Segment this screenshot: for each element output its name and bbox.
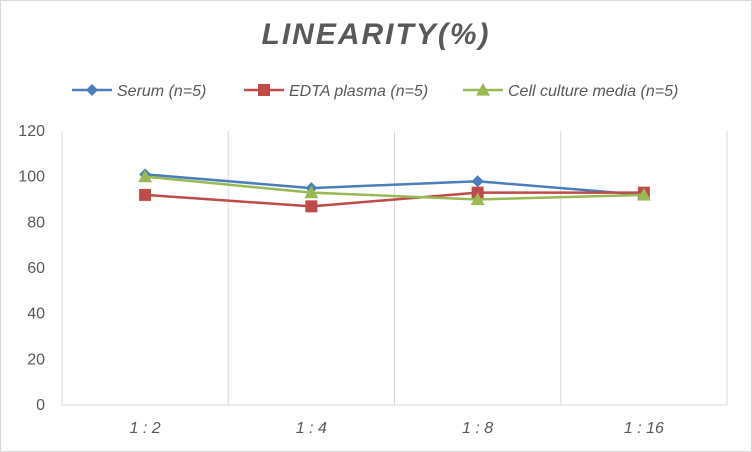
legend-label-2: EDTA plasma (n=5) [289,83,428,100]
x-tick-label: 1 : 8 [462,420,493,437]
x-tick-label: 1 : 2 [130,420,161,437]
legend-marker-1 [86,84,98,96]
series-line-2 [145,191,644,208]
y-tick-label: 0 [36,397,45,414]
legend-label-1: Serum (n=5) [117,83,206,100]
data-point-2 [305,200,318,213]
y-tick-label: 100 [18,169,45,186]
y-tick-label: 40 [27,306,45,323]
x-tick-label: 1 : 16 [624,420,664,437]
data-point-1 [471,175,484,188]
data-point-3 [304,185,319,199]
chart-title: LINEARITY(%) [261,18,491,51]
series-line-1 [145,173,644,197]
y-tick-label: 20 [27,351,45,368]
data-point-2 [139,188,152,201]
legend-label-3: Cell culture media (n=5) [508,83,678,100]
y-tick-label: 80 [27,214,45,231]
series-line-3 [145,175,644,201]
data-point-3 [636,187,651,201]
y-tick-label: 60 [27,260,45,277]
x-tick-label: 1 : 4 [296,420,327,437]
data-point-3 [138,169,153,183]
legend-marker-2 [258,84,270,96]
data-point-3 [470,192,485,206]
y-tick-label: 120 [18,123,45,140]
legend-marker-3 [476,83,490,96]
